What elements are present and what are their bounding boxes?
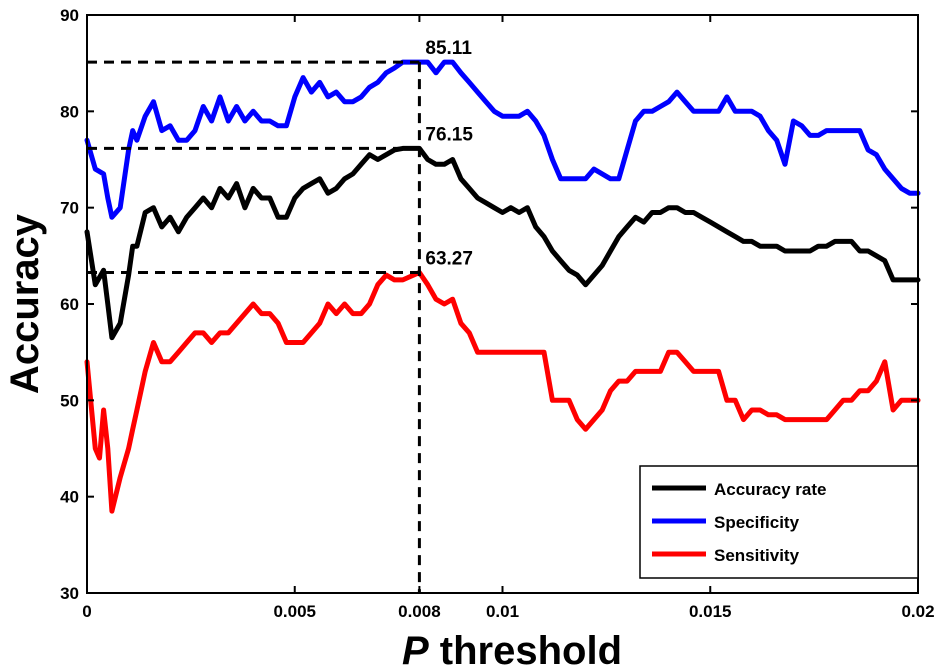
y-tick-label: 60 — [60, 295, 79, 314]
annotation-label: 63.27 — [425, 248, 473, 269]
y-tick-label: 70 — [60, 199, 79, 218]
x-tick-label: 0.02 — [901, 602, 934, 621]
x-axis-title-italic: P — [402, 629, 429, 670]
legend-label-accuracy-rate: Accuracy rate — [714, 480, 826, 499]
series-line-specificity — [84, 59, 921, 220]
guide-lines — [87, 60, 421, 593]
series-line-sensitivity — [84, 270, 921, 514]
legend-label-specificity: Specificity — [714, 513, 800, 532]
x-tick-label: 0.015 — [689, 602, 732, 621]
y-tick-label: 90 — [60, 6, 79, 25]
y-tick-label: 40 — [60, 488, 79, 507]
series-line-accuracy-rate — [84, 145, 921, 341]
legend-label-sensitivity: Sensitivity — [714, 546, 800, 565]
annotation-label: 76.15 — [425, 124, 473, 145]
x-axis-title-rest: threshold — [429, 629, 622, 670]
y-tick-label: 50 — [60, 391, 79, 410]
legend: Accuracy rate Specificity Sensitivity — [639, 465, 919, 579]
x-tick-label: 0.005 — [273, 602, 316, 621]
x-axis-title: P threshold — [402, 629, 622, 670]
value-annotations: 85.11 76.15 63.27 — [425, 38, 473, 269]
x-tick-label: 0.008 — [398, 602, 441, 621]
y-axis-title: Accuracy — [3, 213, 47, 394]
y-tick-label: 80 — [60, 102, 79, 121]
annotation-label: 85.11 — [425, 38, 472, 59]
y-tick-label: 30 — [60, 584, 79, 603]
x-tick-label: 0 — [82, 602, 91, 621]
x-tick-label: 0.01 — [486, 602, 519, 621]
plot-lines — [84, 59, 921, 514]
x-axis: 0 0.005 0.008 0.01 0.015 0.02 — [82, 15, 935, 621]
y-axis: 30 40 50 60 70 80 90 — [60, 6, 918, 603]
